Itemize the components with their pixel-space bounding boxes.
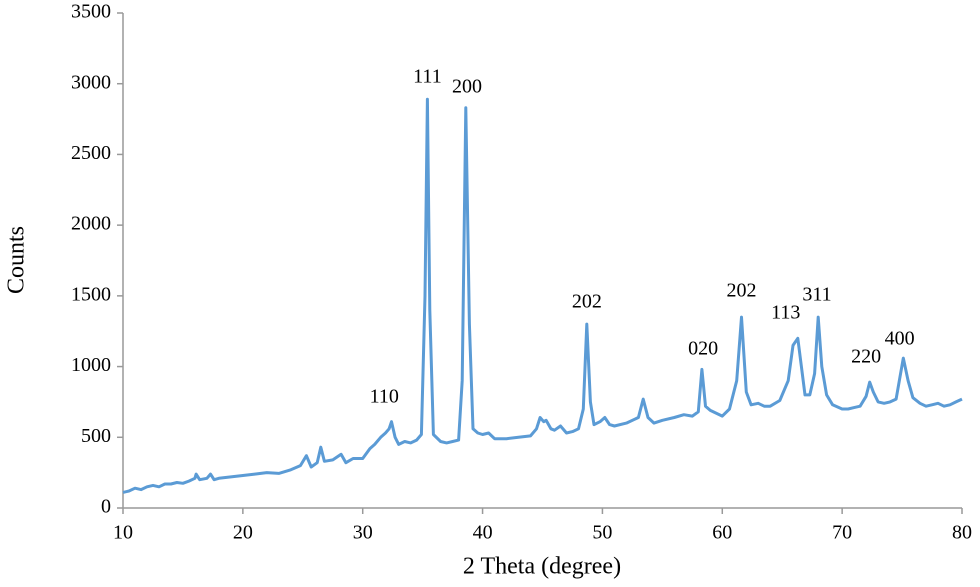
peak-label: 110 <box>370 386 399 408</box>
y-tick-label: 500 <box>81 425 111 447</box>
peak-label: 400 <box>885 328 915 350</box>
data-line <box>122 97 963 494</box>
x-tick-label: 20 <box>233 522 253 544</box>
y-tick-label: 1500 <box>71 283 111 305</box>
x-tick-label: 50 <box>592 522 612 544</box>
y-axis-title: Counts <box>4 226 30 294</box>
peak-label: 111 <box>413 66 442 88</box>
y-tick-label: 3000 <box>71 71 111 93</box>
peak-label: 202 <box>572 291 602 313</box>
peak-label: 020 <box>688 338 718 360</box>
x-tick-label: 40 <box>473 522 493 544</box>
peak-label: 113 <box>771 302 800 324</box>
peak-label: 311 <box>802 284 831 306</box>
x-tick-label: 10 <box>113 522 133 544</box>
y-tick-label: 0 <box>101 496 111 518</box>
y-tick-label: 3500 <box>71 1 111 23</box>
peak-label: 202 <box>726 280 756 302</box>
x-axis-title: 2 Theta (degree) <box>463 554 621 580</box>
y-tick-label: 2500 <box>71 142 111 164</box>
x-tick-label: 30 <box>353 522 373 544</box>
peak-label: 200 <box>452 76 482 98</box>
y-tick-label: 1000 <box>71 354 111 376</box>
x-tick-label: 80 <box>952 522 972 544</box>
x-tick-label: 70 <box>832 522 852 544</box>
peak-label: 220 <box>851 346 881 368</box>
y-tick-label: 2000 <box>71 213 111 235</box>
x-tick-label: 60 <box>712 522 732 544</box>
